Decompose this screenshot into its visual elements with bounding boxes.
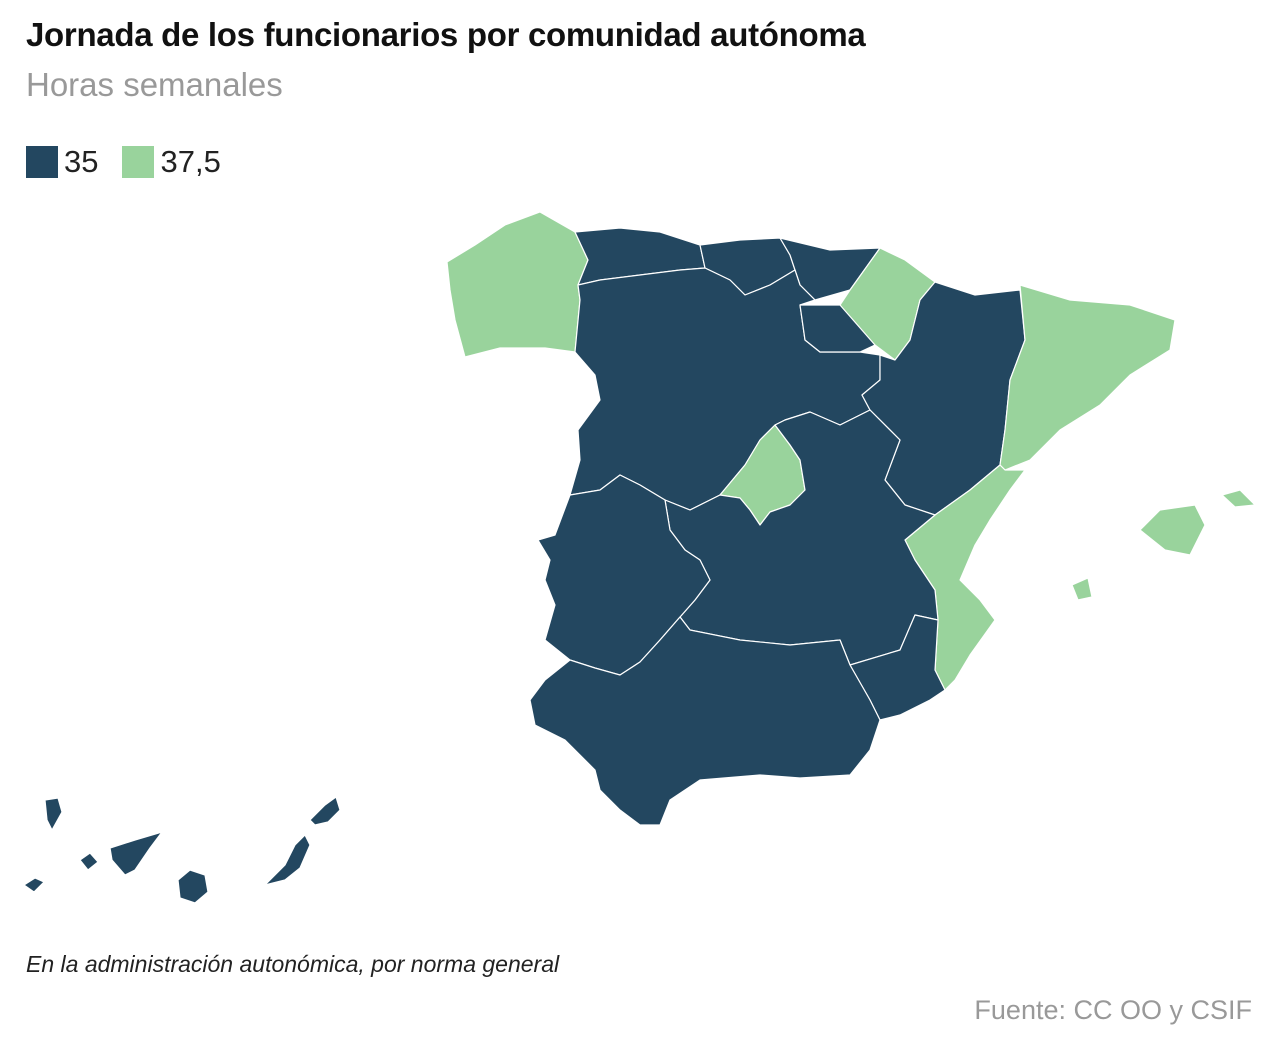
region-gran-canaria [177,869,209,904]
chart-subtitle: Horas semanales [26,66,283,103]
legend-label-37-5: 37,5 [160,144,221,179]
region-la-gomera [79,852,99,871]
legend-swatch-35 [26,146,58,178]
legend: 35 37,5 [26,144,245,180]
region-mallorca [1139,504,1206,556]
region-fuerteventura [264,834,311,886]
legend-swatch-37-5 [122,146,155,178]
legend-label-35: 35 [64,144,99,179]
footnote: En la administración autonómica, por nor… [26,951,560,977]
region-el-hierro [23,877,45,893]
source: Fuente: CC OO y CSIF [974,995,1252,1025]
region-la-palma [44,797,63,831]
region-andalucia [529,616,881,826]
region-menorca [1221,489,1256,508]
chart-title: Jornada de los funcionarios por comunida… [26,16,866,53]
region-galicia [446,211,589,358]
region-lanzarote [309,796,341,826]
region-la-rioja [799,304,876,353]
region-cataluna [999,284,1176,471]
region-tenerife [109,831,163,876]
region-ibiza [1071,577,1093,601]
